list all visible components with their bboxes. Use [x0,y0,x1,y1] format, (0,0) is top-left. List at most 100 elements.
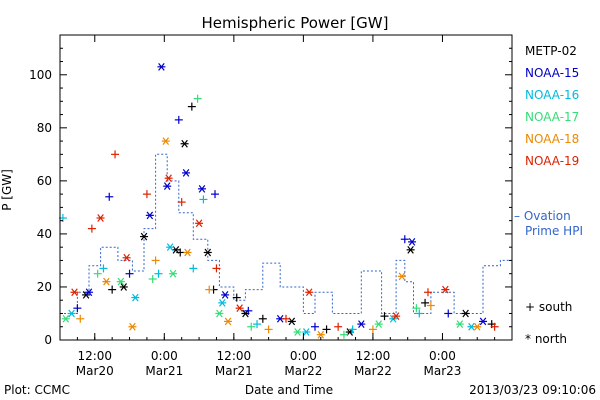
marker-stroke [140,232,148,241]
marker-stroke [172,245,180,254]
marker-stroke [169,269,177,278]
marker-stroke [166,243,174,252]
legend: METP-02 NOAA-15 NOAA-16 NOAA-17 NOAA-18 NOAA-… [514,44,583,346]
noaa-18-south-point [264,325,273,334]
marker-stroke [62,314,70,323]
noaa-19-north-point [305,288,314,297]
noaa-18-south-point [205,285,214,294]
metp-02-south-point [232,293,241,302]
noaa-17-south-point [412,304,421,313]
metp-02-south-point [380,312,389,321]
y-tick-label: 0 [44,333,52,347]
metp-02-north-point [140,232,149,241]
noaa-16-north-point [67,309,76,318]
noaa-15-north-point [182,169,191,177]
marker-stroke [158,62,165,71]
noaa-15-north-point [163,182,172,191]
noaa-19-south-point [142,190,151,199]
noaa-16-south-point [154,269,163,278]
noaa-16-north-point [131,293,140,302]
marker-stroke [165,174,172,183]
noaa-15-north-point [221,291,230,299]
noaa-15-south-point [174,115,183,124]
noaa-18-north-point [183,248,192,257]
data-points [58,62,499,339]
marker-stroke [398,272,406,281]
x-tick-label-time: 0:00 [151,349,178,363]
noaa-15-south-point [211,190,220,199]
x-tick-label-date: Mar23 [424,364,462,378]
noaa-19-south-point [87,224,96,233]
marker-stroke [358,320,365,328]
marker-stroke [103,277,110,286]
x-axis-label: Date and Time [245,383,333,397]
noaa-18-south-point [151,256,160,265]
metp-02-north-point [119,283,128,291]
noaa-19-north-point [392,312,401,321]
noaa-19-north-point [122,253,131,262]
ovation-hpi-step-line [60,153,512,314]
noaa-18-north-point [102,277,111,286]
x-tick-label-date: Mar20 [76,364,114,378]
noaa-18-north-point [161,137,170,145]
marker-stroke [294,328,301,336]
y-tick-label: 40 [37,227,52,241]
marker-stroke [224,317,232,326]
legend-noaa-18: NOAA-18 [525,132,579,146]
noaa-19-south-point [111,150,120,159]
noaa-15-north-point [84,288,93,297]
noaa-19-north-point [235,304,244,313]
noaa-15-south-point [244,306,253,315]
noaa-15-north-point [197,184,206,193]
noaa-19-north-point [164,174,173,183]
metp-02-south-point [187,102,196,111]
marker-stroke [146,211,154,220]
marker-stroke [71,288,78,297]
legend-noaa-15: NOAA-15 [525,66,579,80]
y-tick-label: 60 [37,174,52,188]
noaa-18-north-point [473,322,482,331]
marker-stroke [85,288,93,297]
noaa-17-north-point [169,269,177,278]
metp-02-south-point [322,325,331,334]
noaa-19-north-point [195,219,204,228]
marker-stroke [303,328,310,336]
noaa-16-south-point [415,309,424,318]
metp-02-south-point [421,298,430,307]
noaa-16-south-point [99,264,108,273]
legend-ovation-line1: – Ovation [514,209,571,223]
metp-02-south-point [108,285,117,294]
marker-stroke [120,283,128,291]
noaa-18-south-point [368,325,377,334]
noaa-16-north-point [302,328,311,336]
chart-title: Hemispheric Power [GW] [202,14,389,32]
marker-stroke [163,182,171,191]
noaa-15-south-point [73,304,82,313]
marker-stroke [129,322,136,331]
x-tick-label-time: 12:00 [217,349,252,363]
marker-stroke [236,304,243,313]
marker-stroke [442,285,449,294]
noaa-18-north-point [397,272,406,281]
marker-stroke [317,330,325,339]
noaa-19-south-point [334,322,343,331]
noaa-17-south-point [247,322,256,331]
noaa-15-south-point [125,269,134,278]
noaa-17-south-point [148,275,157,283]
noaa-16-north-point [218,298,227,307]
noaa-17-north-point [455,320,464,328]
marker-stroke [216,309,223,318]
x-tick-label-time: 0:00 [290,349,317,363]
metp-02-north-point [203,248,212,257]
ovation-hpi-line [60,153,512,314]
noaa-18-south-point [426,301,435,310]
marker-stroke [162,137,170,145]
noaa-15-south-point [400,235,409,244]
marker-stroke [182,169,190,177]
x-tick-label-time: 12:00 [356,349,391,363]
metp-02-north-point [406,245,415,254]
marker-stroke [456,320,464,328]
y-tick-label: 80 [37,121,52,135]
x-tick-label-date: Mar22 [284,364,322,378]
plot-frame [59,34,513,341]
